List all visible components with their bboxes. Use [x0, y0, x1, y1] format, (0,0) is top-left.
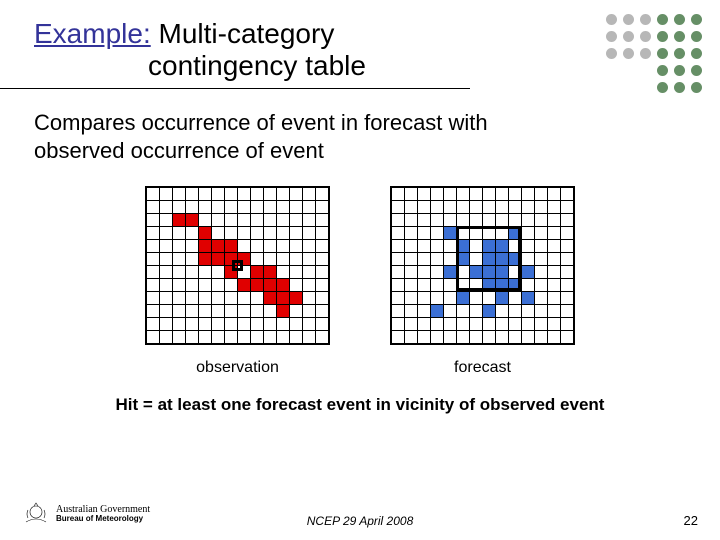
forecast-grid — [390, 186, 575, 345]
forecast-label: forecast — [454, 359, 511, 377]
corner-dots — [606, 14, 702, 99]
observation-label: observation — [196, 359, 279, 377]
title-accent-word: Example: — [34, 18, 151, 49]
gov-line2: Bureau of Meteorology — [56, 515, 150, 524]
crest-icon — [22, 500, 50, 528]
hit-definition: Hit = at least one forecast event in vic… — [0, 395, 720, 415]
slide-title: Example: Multi-category contingency tabl… — [0, 0, 470, 89]
page-number: 22 — [684, 513, 698, 528]
forecast-panel: forecast — [390, 186, 575, 377]
gov-text: Australian Government Bureau of Meteorol… — [56, 504, 150, 524]
observation-grid — [145, 186, 330, 345]
grids-row: observation forecast — [0, 186, 720, 377]
body-paragraph: Compares occurrence of event in forecast… — [0, 89, 560, 164]
title-rest-line1: Multi-category — [151, 18, 335, 49]
footer: Australian Government Bureau of Meteorol… — [0, 500, 720, 528]
observation-panel: observation — [145, 186, 330, 377]
title-line2: contingency table — [34, 50, 470, 82]
footer-left: Australian Government Bureau of Meteorol… — [22, 500, 150, 528]
